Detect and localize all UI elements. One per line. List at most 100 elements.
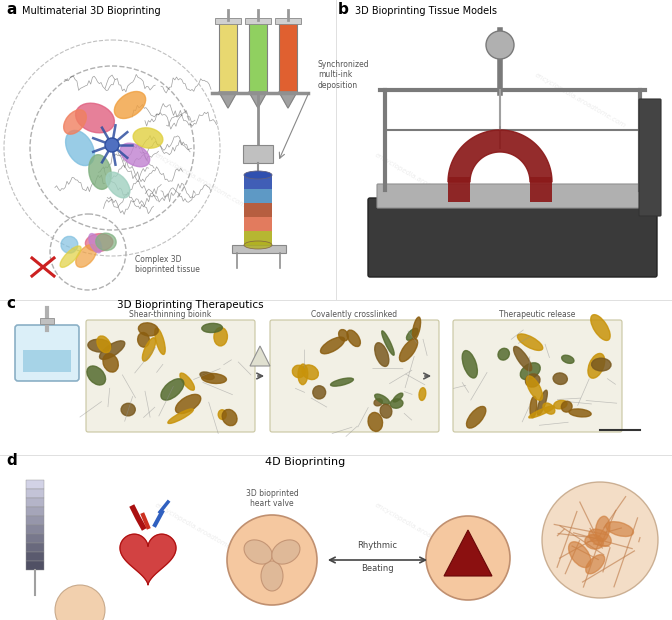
- Text: encyclopedia.aroadtome.com: encyclopedia.aroadtome.com: [323, 361, 417, 418]
- Text: 3D bioprinted
heart valve: 3D bioprinted heart valve: [246, 489, 298, 508]
- Bar: [244, 189, 272, 203]
- Ellipse shape: [554, 401, 567, 409]
- Polygon shape: [444, 530, 492, 576]
- Ellipse shape: [466, 407, 486, 428]
- Polygon shape: [120, 534, 176, 585]
- Ellipse shape: [120, 143, 150, 167]
- Ellipse shape: [244, 540, 272, 564]
- Circle shape: [55, 585, 105, 620]
- Ellipse shape: [302, 365, 319, 379]
- Text: encyclopedia.aroadtome.com: encyclopedia.aroadtome.com: [153, 502, 247, 559]
- FancyBboxPatch shape: [639, 99, 661, 216]
- Ellipse shape: [368, 412, 382, 432]
- Ellipse shape: [374, 399, 382, 406]
- Ellipse shape: [526, 376, 542, 401]
- Ellipse shape: [64, 110, 86, 134]
- Ellipse shape: [339, 330, 348, 341]
- Ellipse shape: [589, 529, 612, 546]
- Text: c: c: [6, 296, 15, 311]
- Bar: [243, 145, 273, 163]
- Text: Rhythmic: Rhythmic: [358, 541, 398, 550]
- Text: 3D Bioprinting Therapeutics: 3D Bioprinting Therapeutics: [117, 300, 263, 310]
- Bar: [232, 245, 286, 253]
- Bar: [40, 318, 54, 324]
- Ellipse shape: [85, 234, 113, 252]
- FancyBboxPatch shape: [270, 320, 439, 432]
- Ellipse shape: [462, 350, 477, 378]
- Ellipse shape: [121, 404, 135, 416]
- Ellipse shape: [312, 386, 326, 399]
- Ellipse shape: [114, 92, 146, 118]
- Circle shape: [105, 138, 119, 152]
- Ellipse shape: [138, 332, 149, 347]
- Ellipse shape: [513, 347, 532, 371]
- Text: encyclopedia.aroadtome.com: encyclopedia.aroadtome.com: [534, 71, 626, 129]
- Text: a: a: [6, 2, 16, 17]
- Bar: [26, 552, 44, 561]
- Ellipse shape: [214, 327, 227, 346]
- Bar: [249, 22, 267, 92]
- Ellipse shape: [103, 353, 118, 372]
- Text: Therapeutic release: Therapeutic release: [499, 310, 576, 319]
- Ellipse shape: [591, 358, 611, 371]
- Ellipse shape: [76, 244, 97, 267]
- Polygon shape: [279, 92, 297, 108]
- Bar: [26, 480, 44, 489]
- Circle shape: [227, 515, 317, 605]
- Bar: [245, 18, 271, 24]
- FancyBboxPatch shape: [453, 320, 622, 432]
- Ellipse shape: [520, 363, 540, 379]
- Ellipse shape: [413, 317, 421, 339]
- Ellipse shape: [375, 394, 390, 404]
- Ellipse shape: [347, 330, 360, 347]
- Text: encyclopedia.aroadtome.com: encyclopedia.aroadtome.com: [153, 151, 247, 209]
- Circle shape: [486, 31, 514, 59]
- Ellipse shape: [61, 236, 78, 253]
- Bar: [448, 177, 470, 202]
- Ellipse shape: [106, 172, 130, 198]
- Ellipse shape: [380, 404, 392, 418]
- Polygon shape: [249, 92, 267, 108]
- Ellipse shape: [202, 373, 226, 384]
- Text: d: d: [6, 453, 17, 468]
- FancyBboxPatch shape: [86, 320, 255, 432]
- Ellipse shape: [89, 154, 112, 189]
- Ellipse shape: [175, 394, 201, 414]
- Ellipse shape: [591, 314, 610, 340]
- Ellipse shape: [89, 234, 101, 253]
- Ellipse shape: [202, 324, 222, 332]
- Bar: [279, 22, 297, 92]
- Ellipse shape: [222, 409, 237, 426]
- Ellipse shape: [331, 378, 353, 386]
- Ellipse shape: [133, 128, 163, 148]
- Bar: [244, 231, 272, 245]
- Ellipse shape: [498, 348, 509, 360]
- Bar: [26, 561, 44, 570]
- Text: Covalently crosslinked: Covalently crosslinked: [311, 310, 398, 319]
- Ellipse shape: [76, 103, 114, 133]
- Ellipse shape: [517, 334, 543, 350]
- Ellipse shape: [271, 540, 300, 564]
- Ellipse shape: [529, 406, 554, 418]
- Ellipse shape: [244, 241, 272, 249]
- Text: encyclopedia.aroadtome.com: encyclopedia.aroadtome.com: [493, 361, 587, 418]
- Text: Shear-thinning bioink: Shear-thinning bioink: [130, 310, 212, 319]
- Ellipse shape: [321, 337, 345, 354]
- Ellipse shape: [569, 542, 591, 567]
- Bar: [244, 217, 272, 231]
- Circle shape: [542, 482, 658, 598]
- Bar: [26, 498, 44, 507]
- Bar: [215, 18, 241, 24]
- Text: b: b: [338, 2, 349, 17]
- Bar: [244, 175, 272, 189]
- Ellipse shape: [569, 409, 591, 417]
- Ellipse shape: [553, 373, 567, 384]
- Ellipse shape: [419, 388, 426, 401]
- Ellipse shape: [200, 372, 214, 379]
- Bar: [26, 525, 44, 534]
- Ellipse shape: [537, 390, 548, 415]
- FancyBboxPatch shape: [377, 184, 648, 208]
- Polygon shape: [250, 346, 270, 366]
- Ellipse shape: [585, 534, 603, 549]
- Ellipse shape: [97, 336, 111, 353]
